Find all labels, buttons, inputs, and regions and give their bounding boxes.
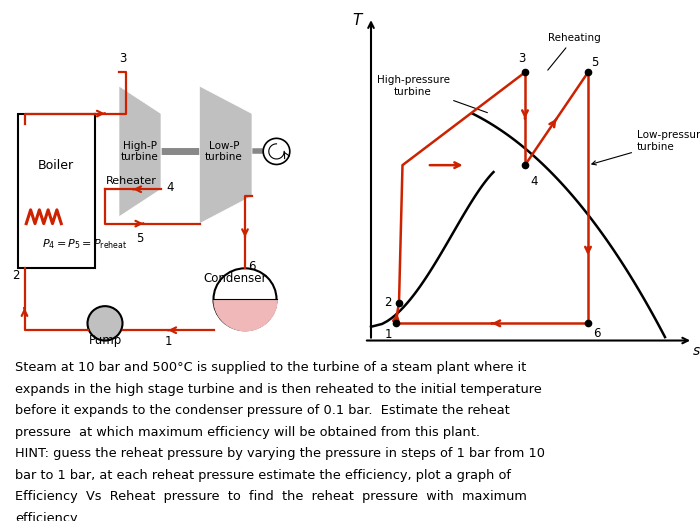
Text: Reheating: Reheating	[547, 33, 601, 70]
Text: efficiency.: efficiency.	[15, 512, 80, 521]
Text: HINT: guess the reheat pressure by varying the pressure in steps of 1 bar from 1: HINT: guess the reheat pressure by varyi…	[15, 447, 545, 460]
Text: 6: 6	[248, 260, 256, 273]
Text: Low-pressure
turbine: Low-pressure turbine	[592, 130, 700, 165]
Text: Efficiency  Vs  Reheat  pressure  to  find  the  reheat  pressure  with  maximum: Efficiency Vs Reheat pressure to find th…	[15, 490, 527, 503]
Text: Steam at 10 bar and 500°C is supplied to the turbine of a steam plant where it: Steam at 10 bar and 500°C is supplied to…	[15, 361, 526, 374]
Text: Pump: Pump	[88, 334, 122, 348]
Text: Boiler: Boiler	[38, 159, 74, 171]
Text: 4: 4	[531, 176, 538, 189]
Circle shape	[214, 268, 276, 330]
Polygon shape	[119, 86, 161, 217]
Circle shape	[88, 306, 122, 341]
Polygon shape	[199, 86, 252, 224]
Text: 5: 5	[136, 232, 144, 245]
Text: 1: 1	[164, 336, 172, 349]
Text: 2: 2	[384, 296, 392, 309]
Text: Condenser: Condenser	[203, 272, 267, 285]
Text: $T$: $T$	[351, 12, 364, 28]
Text: $s$: $s$	[692, 344, 700, 358]
Text: Low-P
turbine: Low-P turbine	[205, 141, 243, 162]
Text: High-P
turbine: High-P turbine	[121, 141, 159, 162]
Text: 3: 3	[518, 53, 525, 66]
Text: High-pressure
turbine: High-pressure turbine	[377, 75, 487, 113]
Text: expands in the high stage turbine and is then reheated to the initial temperatur: expands in the high stage turbine and is…	[15, 382, 542, 395]
Text: 2: 2	[12, 269, 20, 282]
Text: $P_4 = P_5 = P_{\mathrm{reheat}}$: $P_4 = P_5 = P_{\mathrm{reheat}}$	[42, 238, 127, 251]
Text: pressure  at which maximum efficiency will be obtained from this plant.: pressure at which maximum efficiency wil…	[15, 426, 480, 439]
Text: 3: 3	[119, 53, 126, 66]
Text: 4: 4	[167, 181, 174, 194]
Circle shape	[263, 139, 290, 165]
Text: bar to 1 bar, at each reheat pressure estimate the efficiency, plot a graph of: bar to 1 bar, at each reheat pressure es…	[15, 468, 512, 481]
Text: 1: 1	[384, 329, 392, 341]
FancyBboxPatch shape	[18, 114, 95, 268]
Text: before it expands to the condenser pressure of 0.1 bar.  Estimate the reheat: before it expands to the condenser press…	[15, 404, 510, 417]
Text: 5: 5	[592, 56, 599, 69]
Text: 6: 6	[594, 327, 601, 340]
Text: Reheater: Reheater	[106, 176, 157, 186]
